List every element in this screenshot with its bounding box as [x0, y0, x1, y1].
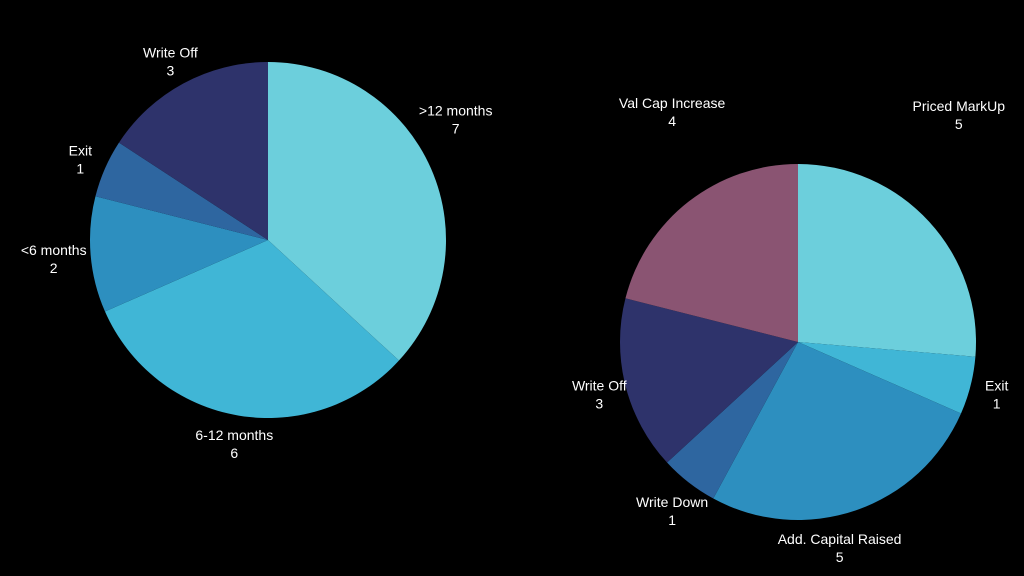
slice-value-12-months: 7: [452, 121, 460, 137]
pie-chart-right: Priced MarkUp 5 Exit 1 Add. Capital Raised 5 W…: [572, 95, 1009, 565]
pie-slice-6-12-months: [104, 240, 399, 419]
slice-value-write-off: 3: [167, 63, 175, 79]
slice-label-write-down: Write Down: [636, 494, 708, 510]
slice-value-6-12-months: 6: [230, 445, 238, 461]
slice-label-6-months: <6 months: [21, 242, 87, 258]
pie-slice-exit: [95, 142, 268, 240]
pie-slice-add-capital-raised: [713, 342, 962, 521]
pie-slice-write-down: [667, 342, 798, 499]
slice-value-write-off: 3: [595, 395, 603, 411]
slice-value-val-cap-increase: 4: [668, 113, 676, 129]
slice-value-6-months: 2: [50, 260, 58, 276]
slice-label-add-capital-raised: Add. Capital Raised: [778, 531, 902, 547]
pie-slice-6-months: [90, 196, 268, 312]
slice-value-priced-markup: 5: [955, 116, 963, 132]
slice-value-exit: 1: [993, 395, 1001, 411]
slice-label-exit: Exit: [69, 143, 92, 159]
slice-label-val-cap-increase: Val Cap Increase: [619, 95, 726, 111]
slice-label-6-12-months: 6-12 months: [195, 427, 273, 443]
slice-value-add-capital-raised: 5: [836, 549, 844, 565]
pie-slice-write-off: [118, 61, 268, 240]
slice-label-write-off: Write Off: [572, 377, 627, 393]
slice-label-priced-markup: Priced MarkUp: [913, 98, 1006, 114]
slice-label-exit: Exit: [985, 377, 1008, 393]
slice-value-exit: 1: [76, 161, 84, 177]
pie-slice-12-months: [268, 62, 447, 361]
pie-slice-priced-markup: [798, 164, 976, 357]
pie-slice-write-off: [620, 298, 798, 463]
slice-value-write-down: 1: [668, 512, 676, 528]
slice-label-write-off: Write Off: [143, 45, 198, 61]
pie-slice-exit: [798, 342, 976, 414]
pie-chart-left: >12 months 7 6-12 months 6 <6 months 2 Exit 1 Wr…: [21, 45, 493, 462]
slice-label-12-months: >12 months: [419, 103, 493, 119]
pie-slice-val-cap-increase: [625, 164, 798, 342]
